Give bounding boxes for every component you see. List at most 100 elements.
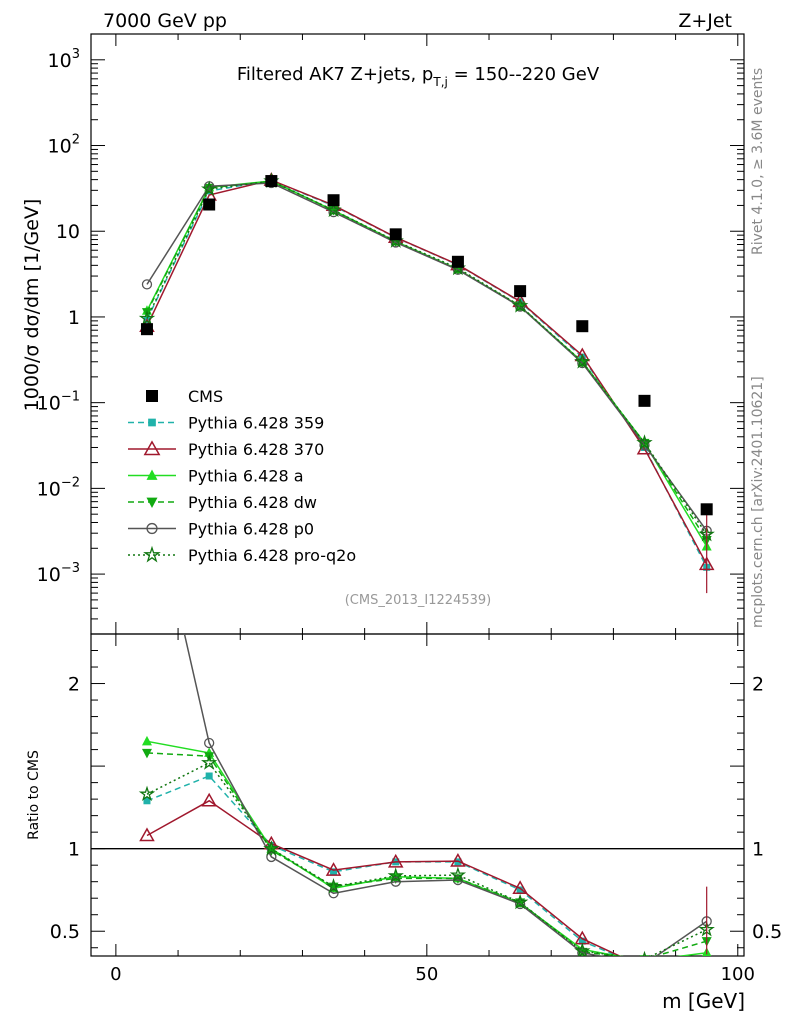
ratio-series-pythia-6-428-p0	[142, 464, 712, 969]
chart-title: Filtered AK7 Z+jets, pT,j = 150--220 GeV	[237, 64, 600, 89]
marker-triangle	[141, 735, 152, 746]
side-rivet-group: Rivet 4.1.0, ≥ 3.6M events	[750, 68, 766, 255]
marker-circle-open	[142, 464, 151, 473]
y-tick-exp: −2	[61, 475, 80, 490]
marker-data	[146, 390, 158, 402]
legend-label: Pythia 6.428 dw	[188, 493, 317, 512]
y-tick-label: 1	[68, 307, 80, 329]
legend-label: Pythia 6.428 370	[188, 440, 324, 459]
y-axis-label: 1000/σ dσ/dm [1/GeV]	[21, 199, 43, 412]
y-tick-base: 10	[37, 564, 61, 586]
marker-star	[138, 309, 156, 326]
ratio-frame	[90, 633, 745, 957]
x-tick-label: 100	[721, 964, 755, 985]
legend-label: CMS	[188, 387, 223, 406]
series-line	[146, 180, 708, 547]
ratio-series-pythia-6-428-pro-q2o	[138, 754, 715, 956]
y-tick-exp: −1	[61, 390, 80, 405]
marker-triangle-down	[146, 497, 158, 509]
series-pythia-6-428-dw	[141, 177, 712, 546]
ratio-line	[183, 634, 708, 956]
y-tick-base: 10	[56, 221, 80, 243]
ratio-line	[146, 799, 622, 956]
y-tick-base: 10	[48, 136, 72, 158]
marker-circle-open	[452, 874, 464, 886]
ratio-tick-label: 2	[68, 674, 80, 696]
marker-data	[638, 394, 651, 407]
marker-star	[143, 545, 161, 563]
marker-square	[148, 418, 156, 427]
marker-circle-open	[514, 301, 526, 312]
marker-star	[201, 754, 218, 770]
side-site: mcplots.cern.ch [arXiv:2401.10621]	[750, 376, 766, 628]
title-sub: T,j	[432, 75, 447, 89]
y-tick-label: 10−3	[37, 561, 80, 586]
y-tick-exp: 2	[72, 133, 80, 148]
marker-data	[327, 194, 340, 207]
marker-data	[514, 285, 527, 298]
marker-star	[138, 785, 156, 802]
marker-triangle-open	[450, 853, 466, 867]
y-tick-base: 10	[37, 393, 61, 415]
marker-square	[578, 937, 586, 945]
ratio-y-axis-label: Ratio to CMS	[26, 750, 42, 840]
marker-triangle-open	[700, 969, 713, 981]
y-tick-base: 10	[48, 50, 72, 72]
marker-triangle-down	[141, 748, 152, 759]
marker-triangle-open	[638, 961, 651, 973]
marker-square	[205, 772, 213, 780]
marker-square	[641, 964, 648, 971]
y-tick-label: 103	[48, 47, 80, 72]
marker-square	[703, 976, 710, 983]
marker-star	[511, 893, 529, 910]
marker-square	[143, 797, 151, 805]
marker-circle-open	[141, 279, 153, 290]
marker-circle-open	[640, 960, 649, 969]
marker-star	[325, 877, 342, 894]
x-axis-label: m [GeV]	[662, 989, 745, 1013]
legend-label: Pythia 6.428 pro-q2o	[188, 546, 356, 565]
legend-label: Pythia 6.428 a	[188, 467, 304, 486]
y-tick-label: 102	[48, 133, 80, 158]
marker-star	[574, 942, 591, 956]
title-rest: = 150--220 GeV	[448, 64, 600, 85]
header-left: 7000 GeV pp	[103, 10, 227, 32]
ratio-line	[146, 752, 707, 956]
marker-circle-open	[204, 737, 215, 749]
ratio-y-label-group: Ratio to CMS	[26, 750, 42, 840]
ratio-tick-label-right: 2	[752, 674, 764, 696]
marker-star	[325, 201, 342, 218]
marker-star	[574, 353, 591, 369]
marker-triangle-open	[325, 862, 342, 876]
marker-triangle	[644, 955, 645, 956]
marker-data	[576, 320, 589, 333]
marker-star	[642, 950, 647, 956]
ratio-tick-label-right: 0.5	[752, 921, 782, 943]
legend-label: Pythia 6.428 p0	[188, 520, 314, 539]
marker-circle-open	[577, 357, 588, 369]
x-tick-label: 0	[110, 964, 121, 985]
marker-triangle-open	[143, 440, 161, 456]
marker-triangle-down	[639, 955, 650, 956]
marker-circle-open	[514, 898, 526, 910]
ratio-line	[146, 740, 707, 956]
ratio-plot: 0 50 100 0.5 0.5 1 1 2 2	[50, 464, 782, 985]
main-frame	[90, 33, 745, 635]
marker-data	[203, 198, 216, 211]
legend: CMS Pythia 6.428 359 Pythia 6.428 370 Pythi…	[128, 387, 356, 565]
side-rivet: Rivet 4.1.0, ≥ 3.6M events	[750, 68, 766, 255]
watermark: (CMS_2013_I1224539)	[345, 593, 492, 608]
ratio-series-pythia-6-428-a	[141, 735, 712, 956]
ratio-tick-label: 1	[68, 839, 80, 861]
y-tick-label: 10−1	[37, 390, 80, 415]
data-cms	[140, 175, 713, 516]
legend-label: Pythia 6.428 359	[188, 414, 324, 433]
series-line	[146, 182, 708, 532]
marker-data	[700, 503, 713, 516]
marker-star	[201, 180, 218, 197]
marker-circle-open	[146, 522, 158, 535]
side-site-group: mcplots.cern.ch [arXiv:2401.10621]	[750, 376, 766, 628]
marker-star	[449, 866, 467, 882]
y-tick-label: 10−2	[37, 475, 80, 500]
